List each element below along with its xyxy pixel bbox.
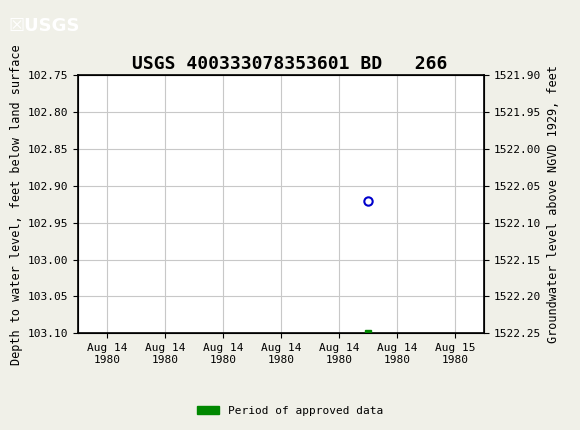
Legend: Period of approved data: Period of approved data [193,401,387,420]
Y-axis label: Groundwater level above NGVD 1929, feet: Groundwater level above NGVD 1929, feet [547,65,560,343]
Text: ☒USGS: ☒USGS [9,17,80,35]
Y-axis label: Depth to water level, feet below land surface: Depth to water level, feet below land su… [9,44,23,365]
Text: USGS 400333078353601 BD   266: USGS 400333078353601 BD 266 [132,55,448,73]
